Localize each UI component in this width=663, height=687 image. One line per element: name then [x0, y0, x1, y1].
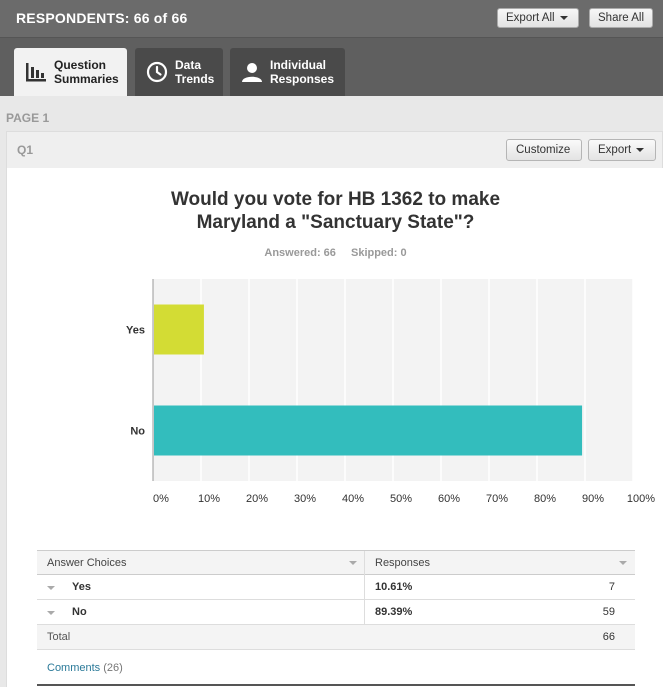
export-label: Export	[598, 144, 632, 156]
share-all-button[interactable]: Share All	[589, 8, 653, 28]
skipped-count: Skipped: 0	[350, 247, 407, 259]
x-tick-label: 80%	[534, 493, 556, 505]
answer-cell: No	[37, 600, 365, 625]
response-cell: 89.39% 59	[365, 600, 635, 625]
x-tick-label: 20%	[246, 493, 268, 505]
tab-individual-responses[interactable]: Individual Responses	[230, 48, 345, 96]
expand-icon[interactable]	[47, 586, 55, 590]
export-all-button[interactable]: Export All	[497, 8, 579, 28]
chevron-down-icon	[559, 15, 568, 20]
category-label: Yes	[126, 325, 145, 337]
x-tick-label: 60%	[438, 493, 460, 505]
header-answer-choices[interactable]: Answer Choices	[37, 551, 365, 576]
tab-data-trends[interactable]: Data Trends	[135, 48, 223, 96]
x-tick-label: 90%	[582, 493, 604, 505]
question-title: Would you vote for HB 1362 to make Maryl…	[170, 189, 501, 233]
responses-table: Answer Choices Responses Yes 10.61% 7 No	[37, 550, 635, 650]
comments: Comments (26)	[47, 662, 123, 674]
sort-icon	[619, 561, 627, 565]
tab-label: Question Summaries	[54, 58, 119, 86]
question-header: Q1 Customize Export	[6, 131, 663, 168]
bar-yes	[154, 304, 204, 355]
expand-icon[interactable]	[47, 611, 55, 615]
x-tick-label: 50%	[390, 493, 412, 505]
response-cell: 10.61% 7	[365, 575, 635, 600]
person-icon	[242, 63, 262, 82]
response-percent: 89.39%	[375, 606, 413, 618]
tab-bar: Question Summaries Data Trends Individua…	[0, 38, 663, 96]
table-total-row: Total 66	[37, 625, 635, 650]
export-all-label: Export All	[506, 12, 555, 24]
total-count: 66	[602, 631, 615, 643]
x-tick-label: 0%	[153, 493, 169, 505]
table-row: No 89.39% 59	[37, 600, 635, 625]
question-card: Would you vote for HB 1362 to make Maryl…	[6, 168, 663, 687]
customize-button[interactable]: Customize	[506, 139, 582, 161]
table-row: Yes 10.61% 7	[37, 575, 635, 600]
header-label: Responses	[375, 557, 431, 569]
answered-count: Answered: 66	[264, 247, 336, 259]
comments-count: (26)	[103, 662, 123, 674]
response-count: 59	[602, 606, 615, 618]
export-button[interactable]: Export	[588, 139, 656, 161]
x-tick-label: 10%	[198, 493, 220, 505]
header-label: Answer Choices	[47, 557, 127, 569]
answer-choice: Yes	[72, 581, 91, 593]
bar-chart: 0% 10% 20% 30% 40% 50% 60% 70% 80% 90% 100% Yes No	[126, 279, 655, 505]
response-count: 7	[608, 581, 615, 593]
top-bar: RESPONDENTS: 66 of 66 Export All Share A…	[0, 0, 663, 38]
bar-no	[154, 405, 583, 456]
tab-label: Individual Responses	[270, 58, 335, 86]
question-number: Q1	[17, 143, 34, 157]
answered-skipped: Answered: 66 Skipped: 0	[7, 247, 663, 259]
table-header-row: Answer Choices Responses	[37, 550, 635, 576]
respondents-count: RESPONDENTS: 66 of 66	[16, 10, 188, 26]
category-label: No	[130, 426, 145, 438]
bar-chart-icon	[26, 63, 46, 82]
chevron-down-icon	[636, 147, 645, 152]
sort-icon	[349, 561, 357, 565]
answer-choice: No	[72, 606, 87, 618]
x-tick-label: 30%	[294, 493, 316, 505]
comments-link[interactable]: Comments	[47, 662, 101, 674]
response-percent: 10.61%	[375, 581, 413, 593]
tab-label: Data Trends	[175, 58, 215, 86]
total-label: Total	[47, 631, 71, 643]
page-label: PAGE 1	[6, 111, 50, 125]
header-responses[interactable]: Responses	[365, 551, 635, 576]
x-tick-label: 40%	[342, 493, 364, 505]
x-tick-label: 100%	[627, 493, 655, 505]
answer-cell: Yes	[37, 575, 365, 600]
divider	[37, 684, 635, 686]
x-tick-label: 70%	[486, 493, 508, 505]
tab-question-summaries[interactable]: Question Summaries	[14, 48, 127, 96]
clock-icon	[146, 61, 168, 83]
